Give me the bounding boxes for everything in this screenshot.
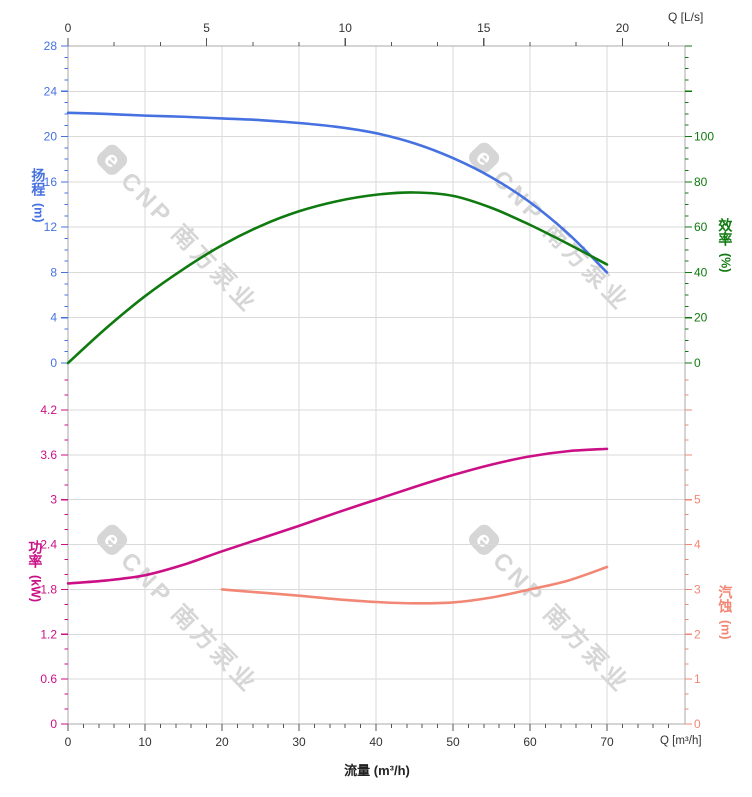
power-axis-title-text: 功率 xyxy=(27,540,44,568)
efficiency-axis-title-text: 效率 xyxy=(717,218,734,246)
svg-text:20: 20 xyxy=(44,130,58,144)
svg-text:40: 40 xyxy=(369,735,383,749)
svg-text:3.6: 3.6 xyxy=(40,448,57,462)
svg-text:10: 10 xyxy=(339,21,353,35)
svg-text:0: 0 xyxy=(50,356,57,370)
svg-text:0: 0 xyxy=(65,735,72,749)
svg-text:10: 10 xyxy=(138,735,152,749)
svg-text:60: 60 xyxy=(694,220,708,234)
npsh-axis-title-text: 汽蚀 xyxy=(717,585,734,613)
npsh-axis-title: 汽蚀 (m) xyxy=(717,585,734,640)
svg-text:2: 2 xyxy=(694,627,701,641)
svg-text:4.2: 4.2 xyxy=(40,403,57,417)
efficiency-axis-title: 效率 (%) xyxy=(717,218,734,273)
svg-text:8: 8 xyxy=(50,265,57,279)
head-axis-title: 扬程 (m) xyxy=(30,168,47,223)
head-axis-unit: (m) xyxy=(31,203,46,223)
npsh-curve xyxy=(220,565,609,605)
svg-text:15: 15 xyxy=(477,21,491,35)
svg-text:1.8: 1.8 xyxy=(40,582,57,596)
svg-text:20: 20 xyxy=(215,735,229,749)
svg-text:3: 3 xyxy=(694,582,701,596)
svg-text:16: 16 xyxy=(44,175,58,189)
svg-text:100: 100 xyxy=(694,130,714,144)
power-axis-unit: (kW) xyxy=(28,575,43,603)
svg-text:0: 0 xyxy=(694,356,701,370)
bottom-axis-unit-label: Q [m³/h] xyxy=(660,735,702,747)
svg-text:30: 30 xyxy=(292,735,306,749)
svg-text:4: 4 xyxy=(694,538,701,552)
svg-text:3: 3 xyxy=(50,493,57,507)
svg-text:0: 0 xyxy=(50,717,57,731)
svg-text:5: 5 xyxy=(694,493,701,507)
svg-text:5: 5 xyxy=(203,21,210,35)
svg-text:20: 20 xyxy=(616,21,630,35)
svg-text:80: 80 xyxy=(694,175,708,189)
flow-axis-title: 流量 (m³/h) xyxy=(344,763,410,778)
svg-text:28: 28 xyxy=(44,39,58,53)
svg-text:2.4: 2.4 xyxy=(40,538,57,552)
svg-text:60: 60 xyxy=(523,735,537,749)
top-axis-unit-label: Q [L/s] xyxy=(668,10,704,24)
svg-text:4: 4 xyxy=(50,311,57,325)
svg-text:1.2: 1.2 xyxy=(40,627,57,641)
svg-text:0: 0 xyxy=(65,21,72,35)
svg-text:0.6: 0.6 xyxy=(40,672,57,686)
svg-text:20: 20 xyxy=(694,311,708,325)
svg-text:0: 0 xyxy=(694,717,701,731)
power-curve xyxy=(66,447,609,585)
npsh-axis-unit: (m) xyxy=(718,620,733,640)
head-curve xyxy=(66,111,609,274)
efficiency-axis-unit: (%) xyxy=(718,253,733,273)
power-axis-title: 功率 (kW) xyxy=(27,540,44,603)
svg-text:40: 40 xyxy=(694,265,708,279)
efficiency-curve xyxy=(66,191,609,365)
svg-text:24: 24 xyxy=(44,84,58,98)
head-axis-title-text: 扬程 xyxy=(30,168,47,196)
svg-text:1: 1 xyxy=(694,672,701,686)
svg-text:12: 12 xyxy=(44,220,58,234)
svg-text:50: 50 xyxy=(446,735,460,749)
svg-text:70: 70 xyxy=(600,735,614,749)
